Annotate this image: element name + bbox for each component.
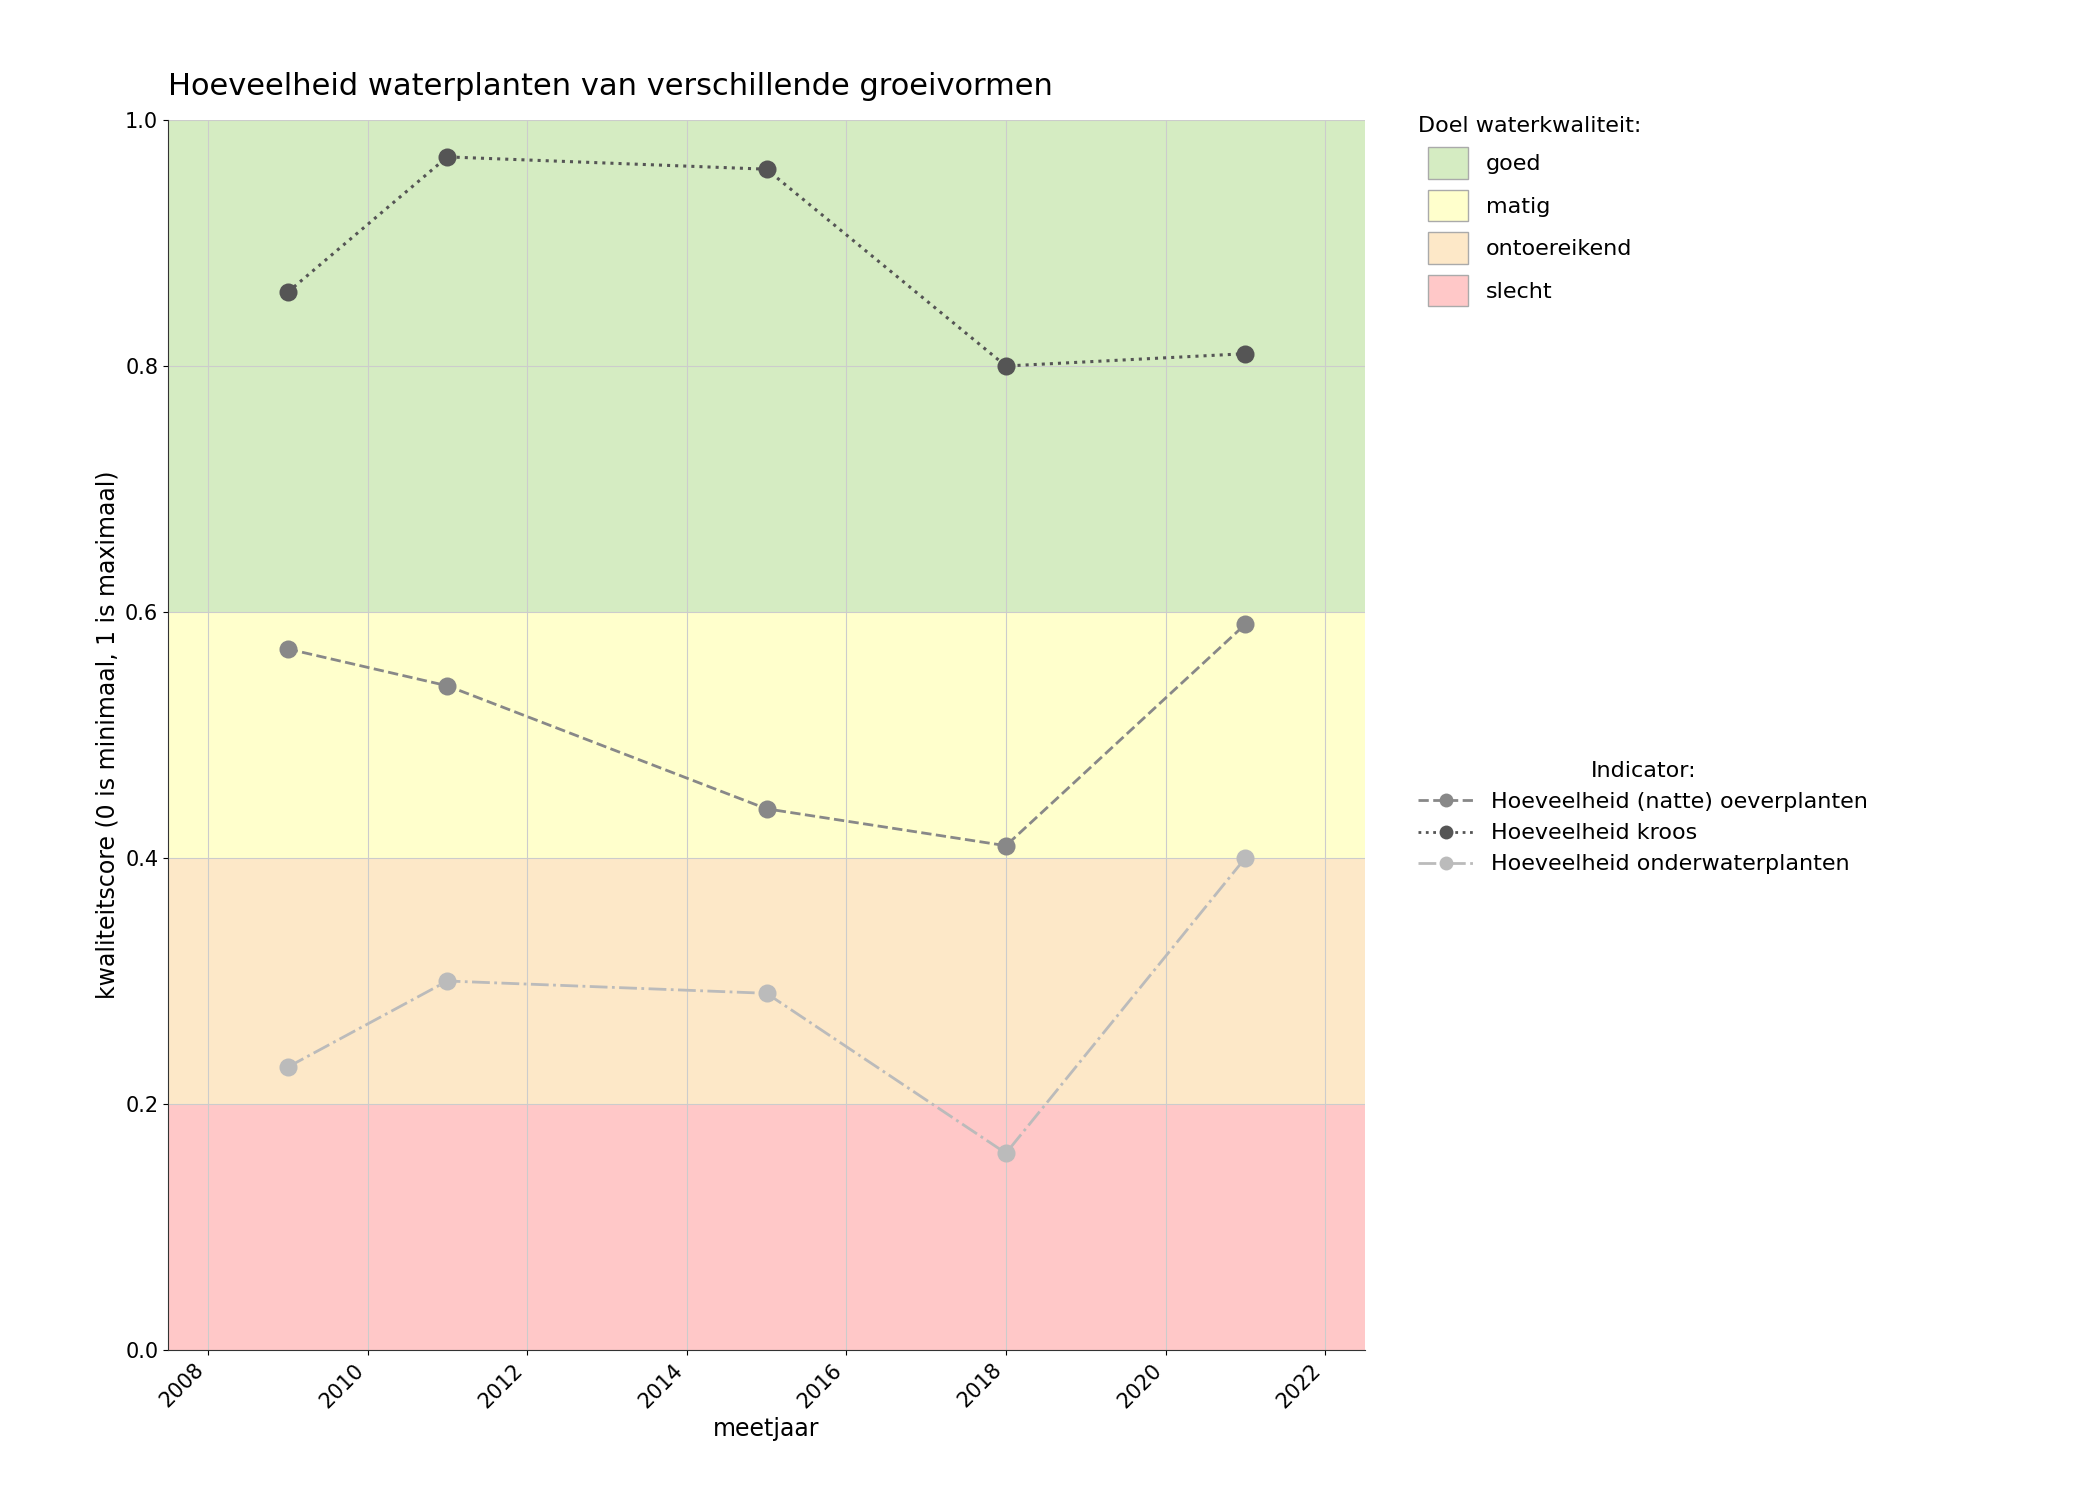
Line: Hoeveelheid kroos: Hoeveelheid kroos — [279, 148, 1254, 375]
Line: Hoeveelheid (natte) oeverplanten: Hoeveelheid (natte) oeverplanten — [279, 615, 1254, 855]
Bar — [168, 612, 1365, 858]
Hoeveelheid kroos — [1233, 345, 1258, 363]
Hoeveelheid (natte) oeverplanten — [754, 800, 779, 818]
Legend: goed, matig, ontoereikend, slecht: goed, matig, ontoereikend, slecht — [1418, 116, 1642, 306]
X-axis label: meetjaar: meetjaar — [714, 1418, 819, 1442]
Hoeveelheid onderwaterplanten — [993, 1144, 1018, 1162]
Hoeveelheid onderwaterplanten — [754, 984, 779, 1002]
Hoeveelheid kroos — [754, 160, 779, 178]
Legend: Hoeveelheid (natte) oeverplanten, Hoeveelheid kroos, Hoeveelheid onderwaterplant: Hoeveelheid (natte) oeverplanten, Hoevee… — [1418, 760, 1869, 874]
Y-axis label: kwaliteitscore (0 is minimaal, 1 is maximaal): kwaliteitscore (0 is minimaal, 1 is maxi… — [94, 471, 120, 999]
Hoeveelheid (natte) oeverplanten — [1233, 615, 1258, 633]
Hoeveelheid kroos — [275, 284, 300, 302]
Hoeveelheid (natte) oeverplanten — [993, 837, 1018, 855]
Hoeveelheid (natte) oeverplanten — [275, 640, 300, 658]
Text: Hoeveelheid waterplanten van verschillende groeivormen: Hoeveelheid waterplanten van verschillen… — [168, 72, 1052, 100]
Hoeveelheid onderwaterplanten — [1233, 849, 1258, 867]
Hoeveelheid kroos — [435, 148, 460, 166]
Bar — [168, 1104, 1365, 1350]
Hoeveelheid (natte) oeverplanten — [435, 676, 460, 694]
Line: Hoeveelheid onderwaterplanten: Hoeveelheid onderwaterplanten — [279, 849, 1254, 1162]
Hoeveelheid kroos — [993, 357, 1018, 375]
Hoeveelheid onderwaterplanten — [275, 1058, 300, 1076]
Hoeveelheid onderwaterplanten — [435, 972, 460, 990]
Bar — [168, 858, 1365, 1104]
Bar — [168, 120, 1365, 612]
